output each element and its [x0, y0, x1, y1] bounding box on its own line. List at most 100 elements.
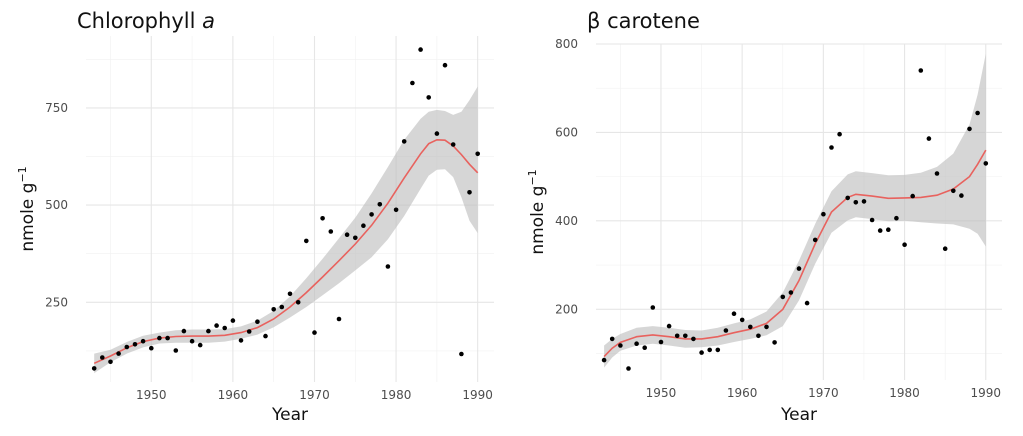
- data-point: [246, 329, 252, 334]
- data-point: [459, 351, 464, 357]
- data-point: [748, 324, 753, 330]
- data-point: [764, 324, 769, 330]
- data-point: [361, 223, 366, 228]
- y-tick-label: 400: [555, 214, 578, 228]
- smooth-fit-line: [603, 149, 987, 358]
- y-tick-label: 800: [555, 37, 578, 51]
- y-tick-label: 500: [45, 198, 68, 212]
- data-point: [634, 341, 639, 347]
- data-point: [983, 161, 989, 166]
- data-point: [353, 235, 358, 241]
- data-point: [157, 335, 162, 341]
- x-tick-label: 1950: [136, 388, 167, 402]
- data-point: [304, 238, 309, 244]
- data-point: [149, 345, 154, 351]
- data-point: [344, 232, 350, 237]
- data-point: [222, 325, 227, 331]
- data-point: [197, 342, 203, 348]
- data-point: [450, 142, 456, 147]
- data-point: [238, 338, 244, 343]
- y-tick-label: 750: [45, 101, 68, 115]
- data-point: [959, 193, 964, 198]
- x-tick-label: 1970: [808, 386, 839, 400]
- x-axis-title: Year: [271, 405, 308, 425]
- data-point: [780, 294, 786, 300]
- x-tick-label: 1970: [299, 388, 330, 402]
- y-axis-title: nmole g−1: [526, 169, 548, 254]
- x-axis-title: Year: [780, 405, 817, 425]
- data-point: [812, 237, 818, 243]
- data-point: [434, 131, 440, 136]
- data-point: [869, 217, 875, 223]
- data-point: [829, 145, 834, 150]
- data-point: [926, 136, 932, 141]
- data-point: [853, 200, 859, 205]
- data-point: [173, 348, 179, 353]
- data-point: [975, 110, 980, 116]
- data-point: [674, 333, 680, 339]
- data-point: [116, 351, 121, 356]
- data-point: [336, 316, 342, 322]
- data-point: [877, 228, 883, 233]
- y-tick-label: 250: [45, 295, 68, 309]
- data-point: [401, 139, 407, 144]
- data-point: [942, 246, 948, 251]
- data-point: [902, 242, 907, 247]
- data-point: [804, 300, 810, 306]
- data-point: [206, 328, 211, 334]
- data-point: [165, 335, 170, 341]
- x-tick-label: 1980: [889, 386, 920, 400]
- data-point: [683, 333, 688, 339]
- data-point: [263, 333, 268, 339]
- panel-2: 1950 1960 1970 1980 1990 200 400 600 800 β carote…: [526, 9, 1002, 425]
- data-point: [650, 305, 656, 310]
- data-point: [189, 338, 195, 344]
- x-tick-label: 1950: [646, 386, 677, 400]
- data-point: [934, 171, 940, 176]
- data-point: [214, 323, 219, 328]
- data-point: [886, 227, 891, 232]
- data-point: [312, 330, 317, 335]
- data-point: [788, 290, 794, 295]
- x-tick-label: 1960: [218, 388, 249, 402]
- data-point: [910, 193, 915, 199]
- data-point: [385, 264, 391, 269]
- panel-1: 1950 1960 1970 1980 1990 250 500 750 Chlorophyll…: [16, 9, 494, 425]
- data-point: [609, 336, 615, 342]
- data-point: [845, 195, 850, 201]
- x-tick-label: 1980: [381, 388, 412, 402]
- data-point: [699, 350, 704, 355]
- data-point: [475, 151, 481, 157]
- data-point: [894, 215, 899, 221]
- data-point: [279, 304, 285, 310]
- data-point: [295, 300, 301, 305]
- data-point: [418, 47, 423, 52]
- data-point: [723, 328, 729, 333]
- chart-title: Chlorophyll a: [77, 9, 215, 33]
- data-point: [287, 291, 293, 297]
- data-point: [731, 311, 737, 317]
- data-point: [140, 338, 146, 344]
- data-point: [658, 339, 664, 345]
- data-point: [601, 357, 607, 363]
- data-point: [707, 347, 712, 353]
- data-point: [837, 131, 842, 137]
- data-point: [467, 190, 472, 195]
- data-point: [108, 359, 113, 365]
- chart-title: β carotene: [587, 9, 700, 33]
- y-tick-label: 200: [555, 302, 578, 316]
- confidence-band: [94, 86, 478, 374]
- data-point: [124, 344, 130, 350]
- x-tick-label: 1960: [727, 386, 758, 400]
- data-point: [691, 336, 696, 342]
- data-point: [951, 188, 956, 194]
- x-tick-label: 1990: [970, 386, 1001, 400]
- data-point: [442, 62, 448, 68]
- data-point: [861, 199, 867, 204]
- data-point: [393, 207, 399, 213]
- data-point: [230, 318, 236, 323]
- data-point: [618, 343, 623, 348]
- data-point: [328, 229, 334, 234]
